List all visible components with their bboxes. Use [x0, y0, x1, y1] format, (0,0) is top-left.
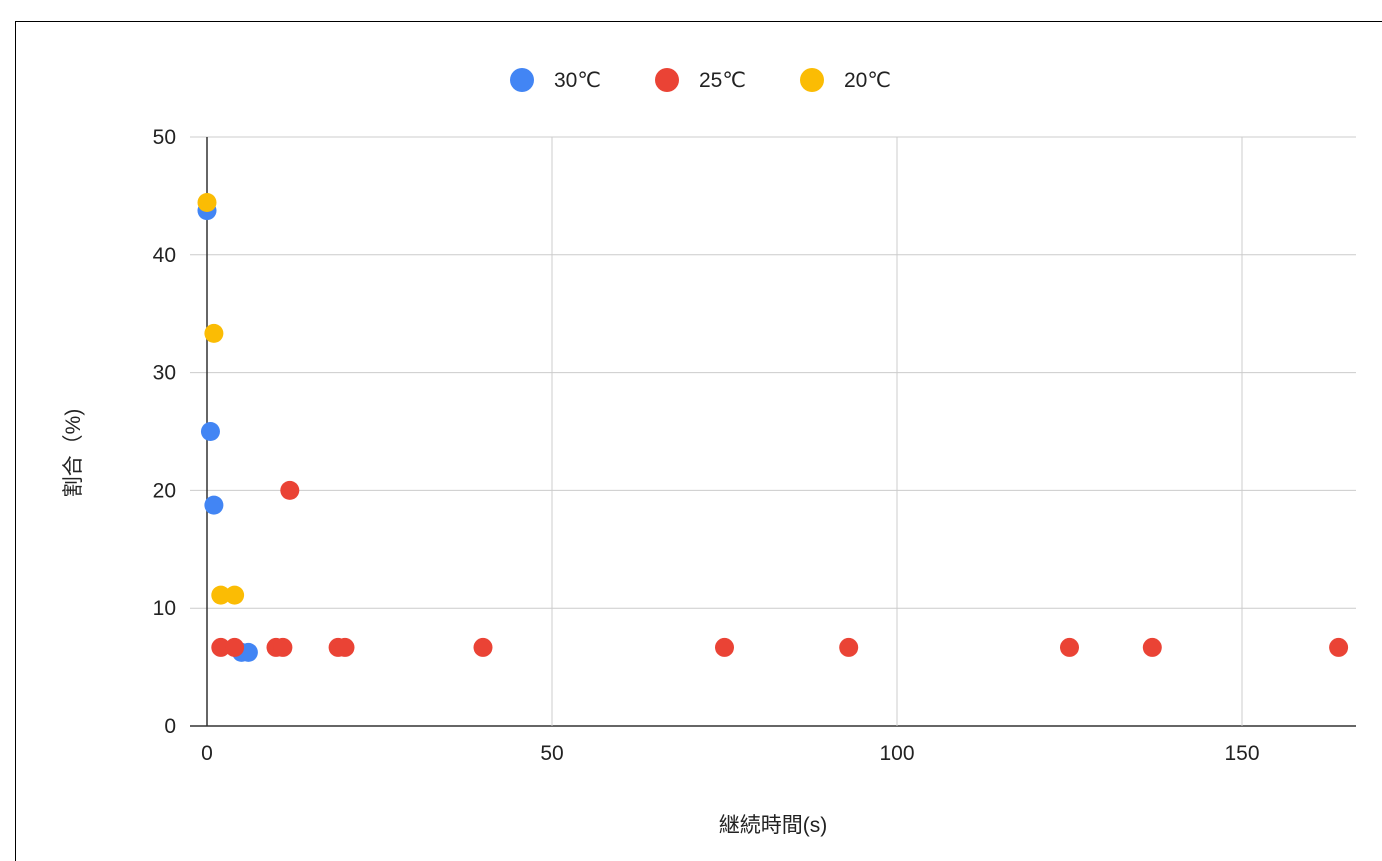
legend-marker: [800, 68, 824, 92]
data-point: [839, 637, 859, 657]
data-point: [273, 637, 293, 657]
legend-item[interactable]: 30℃: [510, 68, 601, 92]
data-point: [1142, 637, 1162, 657]
y-tick-label: 20: [153, 479, 176, 502]
data-point: [1060, 637, 1079, 657]
data-point: [200, 422, 220, 441]
y-axis-title: 割合（%): [62, 409, 85, 498]
data-point: [225, 585, 245, 605]
grid-lines: [190, 136, 1356, 727]
x-tick-label: 100: [879, 742, 914, 765]
legend-label: 30℃: [554, 69, 601, 92]
data-point: [197, 192, 217, 212]
x-axis-title: 継続時間(s): [719, 814, 828, 837]
legend-label: 20℃: [844, 69, 891, 92]
data-point: [335, 637, 355, 657]
data-point: [225, 637, 245, 657]
y-tick-label: 40: [153, 244, 176, 267]
legend-label: 25℃: [699, 69, 746, 92]
data-point: [204, 495, 224, 515]
data-points: [197, 192, 1349, 662]
data-point: [204, 323, 224, 343]
data-point: [211, 637, 231, 657]
legend-item[interactable]: 20℃: [800, 68, 891, 92]
y-tick-label: 10: [153, 597, 176, 620]
legend-marker: [655, 68, 679, 92]
legend-marker: [510, 68, 534, 92]
legend-item[interactable]: 25℃: [655, 68, 746, 92]
y-tick-label: 0: [164, 715, 176, 738]
chart-frame: [15, 21, 1382, 861]
x-tick-label: 50: [540, 742, 563, 765]
data-point: [280, 480, 300, 500]
legend[interactable]: 30℃ 25℃ 20℃: [510, 68, 891, 92]
data-point: [715, 637, 734, 657]
x-tick-label: 0: [201, 742, 213, 765]
tick-labels: 0 10 20 30 40 50 0 50 100 150: [153, 126, 1260, 765]
data-point: [1329, 637, 1349, 657]
y-tick-label: 30: [153, 362, 176, 385]
y-tick-label: 50: [153, 126, 176, 149]
x-tick-label: 150: [1224, 742, 1259, 765]
data-point: [211, 585, 231, 605]
data-point: [473, 637, 493, 657]
